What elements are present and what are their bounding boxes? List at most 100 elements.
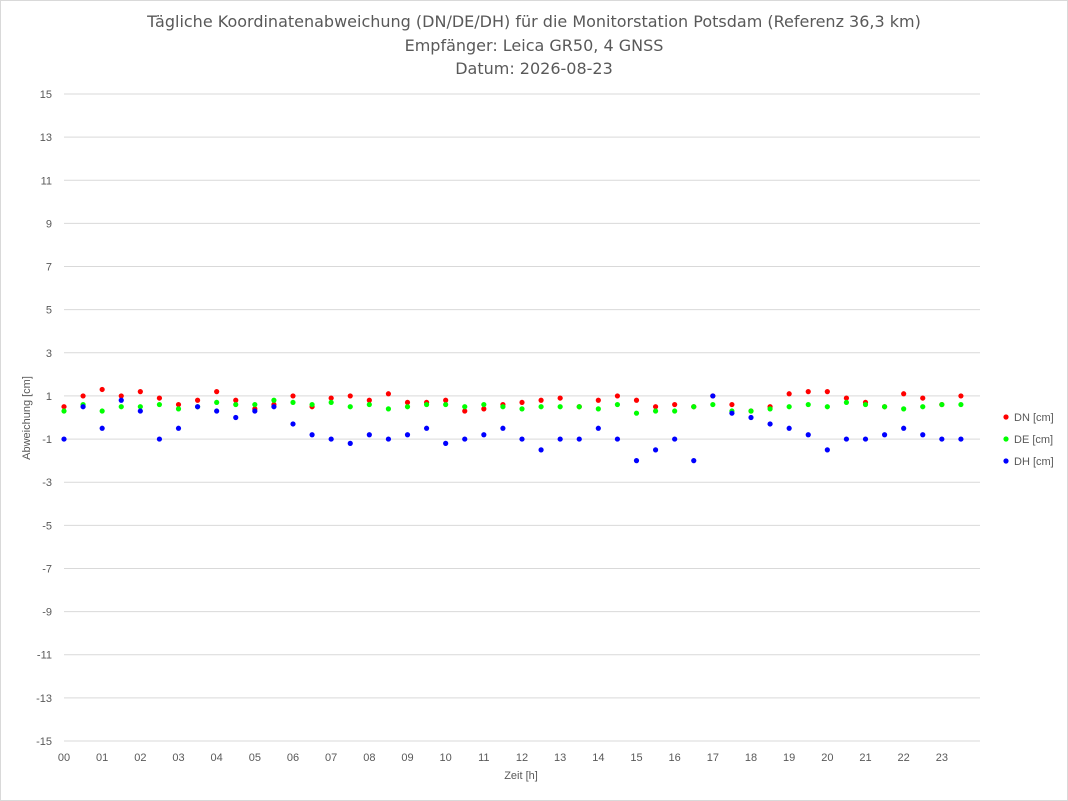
grid-lines: [64, 93, 980, 742]
data-point: [366, 401, 372, 408]
x-tick-labels: 00 01 02 03 04 05 06 07 08 09 10 11 12 13 14 15 16 17 18 19…: [58, 752, 948, 764]
data-point: [672, 408, 678, 414]
y-tick-label: 9: [46, 218, 52, 230]
data-point: [824, 404, 830, 410]
data-point: [652, 447, 659, 453]
data-point: [61, 436, 67, 442]
data-point: [290, 399, 296, 406]
data-point: [404, 432, 411, 438]
y-axis-title: Abweichung [cm]: [21, 376, 33, 460]
data-point: [939, 401, 945, 408]
data-point: [309, 401, 315, 408]
data-point: [156, 436, 163, 442]
data-point: [80, 393, 86, 399]
data-point: [633, 410, 640, 416]
data-point: [500, 404, 506, 410]
x-tick-label: 17: [707, 752, 719, 764]
data-point: [252, 408, 258, 414]
data-point: [404, 404, 411, 410]
data-point: [805, 432, 811, 438]
data-point: [423, 401, 430, 408]
data-point: [843, 399, 850, 406]
y-tick-label: -9: [42, 607, 52, 619]
data-point: [614, 436, 621, 442]
data-point: [958, 436, 964, 442]
data-point: [519, 406, 525, 412]
data-point: [786, 404, 792, 410]
data-point: [462, 404, 468, 410]
data-point: [576, 436, 582, 442]
data-point: [786, 391, 792, 397]
data-point: [118, 397, 124, 403]
data-point: [519, 399, 525, 406]
data-point: [786, 425, 792, 431]
data-point: [462, 408, 468, 414]
data-point: [633, 397, 640, 403]
data-point: [633, 458, 640, 464]
data-point: [767, 421, 773, 427]
y-tick-label: -1: [42, 434, 52, 446]
y-tick-label: 5: [46, 305, 52, 317]
data-point: [729, 401, 735, 408]
data-point: [538, 404, 544, 410]
data-point: [385, 406, 392, 412]
data-point: [347, 404, 353, 410]
data-point: [118, 404, 124, 410]
data-point: [652, 404, 659, 410]
data-point: [824, 447, 830, 453]
data-point: [290, 421, 296, 427]
data-point: [901, 391, 907, 397]
data-point: [729, 410, 735, 416]
data-point: [99, 386, 105, 393]
data-point: [156, 401, 163, 408]
data-point: [328, 395, 334, 401]
data-point: [99, 408, 105, 414]
data-point: [595, 397, 601, 403]
data-point: [80, 404, 86, 410]
x-tick-label: 22: [898, 752, 910, 764]
data-point: [347, 393, 353, 399]
y-tick-label: -13: [36, 693, 52, 705]
x-tick-label: 21: [859, 752, 871, 764]
data-point: [61, 408, 67, 414]
x-tick-label: 19: [783, 752, 795, 764]
data-point: [672, 401, 678, 408]
data-points: [61, 386, 964, 464]
data-point: [423, 425, 430, 431]
data-point: [920, 395, 926, 401]
data-point: [710, 401, 716, 408]
series-2: [61, 393, 964, 464]
x-tick-label: 10: [440, 752, 452, 764]
data-point: [404, 399, 411, 406]
data-point: [901, 406, 907, 412]
data-point: [710, 393, 716, 399]
data-point: [481, 406, 487, 412]
data-point: [118, 393, 124, 399]
x-tick-label: 16: [669, 752, 681, 764]
data-point: [576, 404, 582, 410]
data-point: [194, 404, 201, 410]
data-point: [252, 401, 258, 408]
data-point: [748, 414, 754, 421]
data-point: [557, 395, 563, 401]
y-tick-label: -3: [42, 477, 52, 489]
data-point: [557, 404, 563, 410]
data-point: [443, 440, 449, 446]
legend-label: DE [cm]: [1014, 434, 1053, 446]
x-tick-label: 18: [745, 752, 757, 764]
data-point: [137, 404, 143, 410]
data-point: [137, 408, 143, 414]
x-tick-label: 23: [936, 752, 948, 764]
data-point: [939, 436, 945, 442]
x-tick-label: 11: [478, 752, 489, 764]
y-tick-label: 1: [46, 391, 52, 403]
data-point: [767, 406, 773, 412]
data-point: [347, 440, 353, 446]
data-point: [385, 436, 392, 442]
data-point: [175, 425, 182, 431]
data-point: [901, 425, 907, 431]
data-point: [99, 425, 105, 431]
data-point: [691, 404, 697, 410]
data-point: [175, 406, 182, 412]
data-point: [61, 404, 67, 410]
